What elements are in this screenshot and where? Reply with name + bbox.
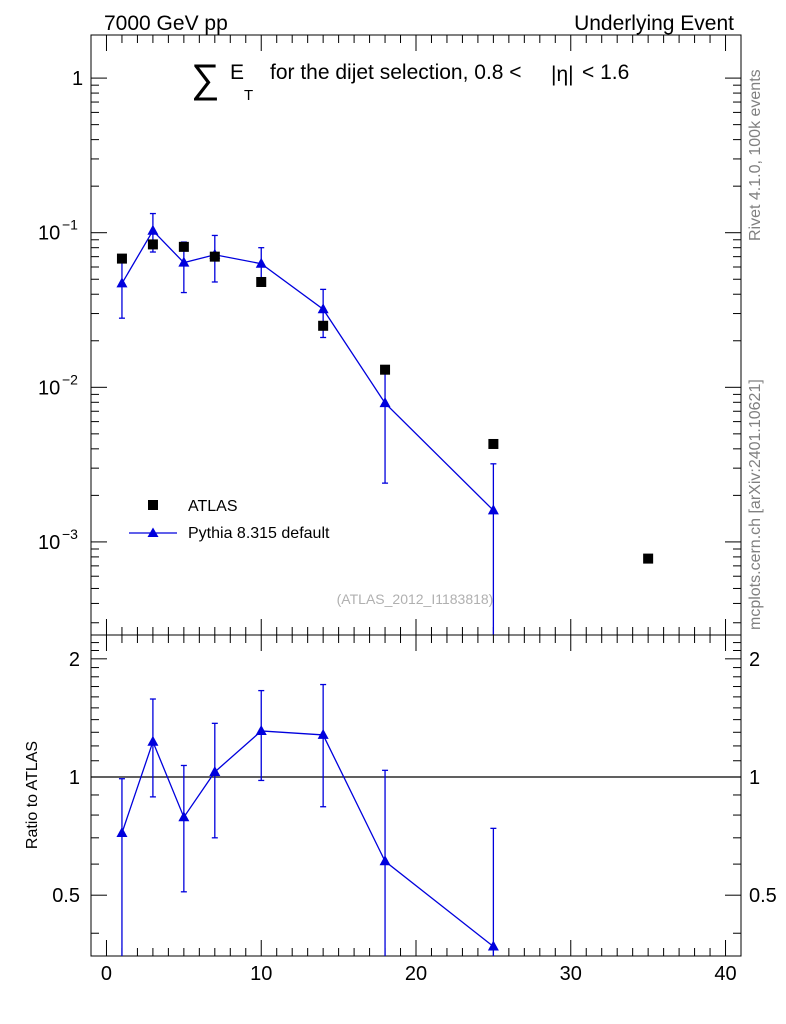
ratio-series	[91, 683, 741, 956]
pythia-point	[317, 303, 329, 314]
energy-label: 7000 GeV pp	[104, 12, 228, 35]
atlas-point	[380, 364, 391, 375]
x-tick-label: 0	[101, 963, 112, 985]
pythia-point	[116, 277, 128, 288]
ratio-y-tick-label-right: 0.5	[749, 885, 777, 907]
ratio-y-tick-label-left: 0.5	[52, 885, 80, 907]
atlas-point	[318, 320, 329, 331]
title-tail: < 1.6	[582, 61, 629, 84]
ratio-y-tick-label-right: 2	[749, 649, 760, 671]
pythia-point	[379, 397, 391, 408]
ratio-point	[209, 765, 221, 776]
ratio-axis-ticks: 0.5 0.51 12 20 10 20 30 40	[52, 634, 777, 985]
rivet-label: Rivet 4.1.0, 100k events	[747, 69, 764, 241]
mcplots-label: mcplots.cern.ch [arXiv:2401.10621]	[747, 379, 764, 630]
x-tick-label: 20	[405, 963, 427, 985]
legend: ATLAS Pythia 8.315 default	[129, 498, 330, 542]
atlas-point	[256, 276, 267, 287]
ratio-y-tick-label-left: 1	[69, 767, 80, 789]
title-sum-symbol: ∑	[191, 57, 220, 101]
ratio-plot-frame	[90, 634, 742, 957]
pythia-point	[178, 256, 190, 267]
legend-atlas-marker	[148, 500, 158, 510]
main-y-tick-label: 1	[72, 68, 83, 90]
atlas-point	[209, 251, 220, 262]
x-tick-label: 40	[714, 963, 736, 985]
main-y-tick-label: 10	[38, 377, 60, 399]
legend-pythia-marker	[147, 527, 159, 537]
ratio-point	[317, 728, 329, 739]
pythia-point	[147, 224, 159, 235]
atlas-point	[116, 253, 127, 264]
process-label: Underlying Event	[574, 12, 734, 35]
title-t-subscript: T	[244, 87, 253, 104]
atlas-point	[488, 438, 499, 449]
x-tick-label: 10	[250, 963, 272, 985]
ratio-point	[487, 940, 499, 951]
pythia-point	[255, 257, 267, 268]
atlas-point	[178, 241, 189, 252]
main-series	[116, 212, 654, 635]
title-text: for the dijet selection, 0.8 <	[270, 61, 522, 84]
atlas-point	[643, 553, 654, 564]
main-y-tick-label-exponent: −3	[62, 526, 78, 542]
main-axis-ticks: 10 −310 −210 −11	[38, 35, 741, 635]
ratio-line	[121, 730, 494, 948]
main-plot-frame	[90, 34, 742, 636]
atlas-point	[147, 239, 158, 250]
ratio-y-tick-label-left: 2	[69, 649, 80, 671]
legend-pythia-label: Pythia 8.315 default	[188, 525, 330, 542]
title-eta: |η|	[551, 63, 574, 86]
main-y-tick-label: 10	[38, 532, 60, 554]
main-y-tick-label-exponent: −2	[62, 371, 78, 387]
ratio-point	[255, 724, 267, 735]
legend-atlas-label: ATLAS	[188, 498, 238, 515]
x-tick-label: 30	[560, 963, 582, 985]
pythia-point	[487, 504, 499, 515]
ratio-y-axis-label: Ratio to ATLAS	[24, 741, 41, 849]
ratio-point	[178, 811, 190, 822]
main-y-tick-label-exponent: −1	[62, 217, 78, 233]
ratio-point	[116, 827, 128, 838]
main-y-tick-label: 10	[38, 223, 60, 245]
ratio-y-tick-label-right: 1	[749, 767, 760, 789]
ratio-point	[147, 735, 159, 746]
analysis-label: (ATLAS_2012_I1183818)	[337, 591, 494, 607]
ratio-point	[379, 855, 391, 866]
title-e: E	[230, 61, 244, 84]
pythia-line	[121, 229, 494, 511]
